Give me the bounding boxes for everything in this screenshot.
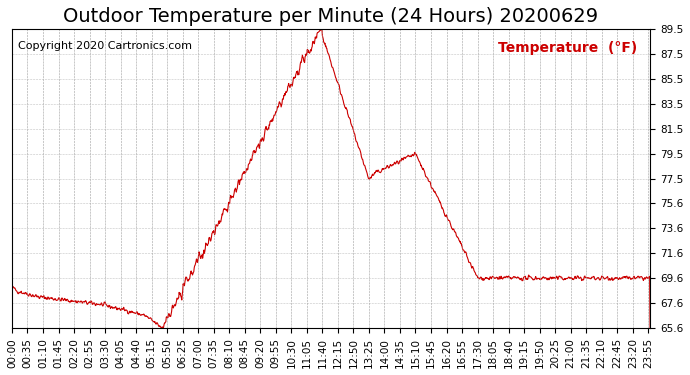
Text: Temperature  (°F): Temperature (°F)	[498, 41, 638, 55]
Text: Copyright 2020 Cartronics.com: Copyright 2020 Cartronics.com	[19, 41, 193, 51]
Title: Outdoor Temperature per Minute (24 Hours) 20200629: Outdoor Temperature per Minute (24 Hours…	[63, 7, 599, 26]
